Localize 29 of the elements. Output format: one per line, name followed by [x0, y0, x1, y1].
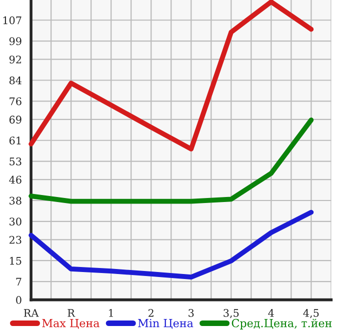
x-tick-label: RA [24, 309, 39, 317]
y-tick-label: 84 [9, 76, 22, 84]
x-tick-label: 4 [268, 309, 274, 317]
y-tick-label: 92 [9, 56, 21, 64]
y-tick-label: 53 [10, 158, 22, 166]
y-tick-label: 0 [16, 296, 22, 304]
y-tick-label: 15 [10, 256, 22, 265]
line-series [28, 0, 314, 152]
y-tick-label: 7 [16, 278, 22, 286]
y-tick-label: 99 [9, 37, 22, 46]
x-tick-label: R [68, 309, 76, 317]
y-tick-label: 38 [10, 196, 22, 205]
legend-label: Min Цена [138, 318, 194, 329]
x-tick-label: 2 [148, 309, 154, 317]
x-tick-label: 1 [109, 309, 113, 317]
y-tick-label: 69 [9, 116, 22, 124]
y-tick-label: 107 [3, 16, 22, 24]
x-tick-label: 3,5 [224, 309, 239, 318]
line-series [28, 118, 314, 204]
legend-label: Сред.Цена, т.йен [232, 318, 332, 330]
y-tick-label: 46 [9, 176, 22, 184]
y-tick-label: 30 [10, 218, 22, 226]
y-tick-label: 76 [10, 97, 22, 106]
legend-label: Max Цена [42, 319, 100, 329]
y-tick-label: 23 [9, 236, 22, 244]
line-series [28, 210, 314, 280]
x-tick-label: 3 [188, 309, 194, 317]
x-tick-label: 4,5 [303, 309, 319, 318]
y-tick-label: 61 [9, 136, 21, 144]
